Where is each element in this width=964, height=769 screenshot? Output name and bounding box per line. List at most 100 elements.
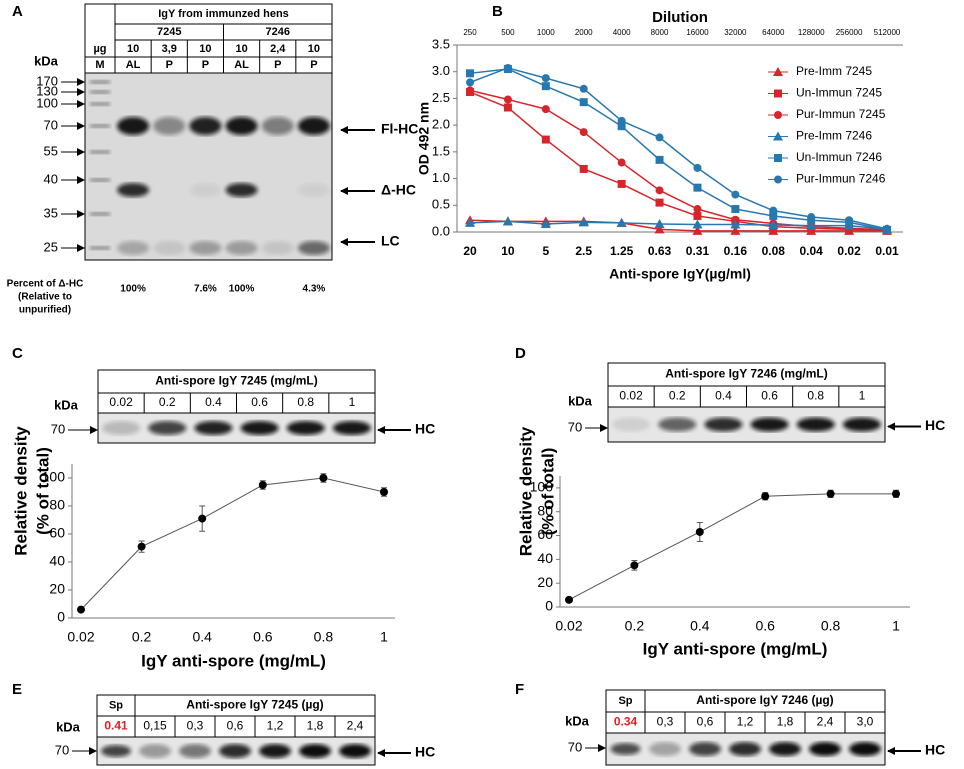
percent-value: 100% xyxy=(120,284,146,295)
amount-label: 2,4 xyxy=(270,43,286,55)
ladder-band xyxy=(90,80,110,84)
point xyxy=(655,133,664,142)
ladder-band xyxy=(90,102,110,106)
blot-band xyxy=(332,421,371,435)
x-tick-label: 0.2 xyxy=(132,629,152,645)
series-line xyxy=(568,493,896,601)
top-tick-label: 500 xyxy=(501,28,515,37)
ladder-band xyxy=(90,246,110,250)
y-axis-label: (% of total) xyxy=(538,448,557,536)
blot-band xyxy=(796,417,835,432)
sp-label: Sp xyxy=(618,695,632,707)
x-tick-label: 0.8 xyxy=(821,618,841,634)
legend-label: Pre-Imm 7245 xyxy=(796,64,872,78)
marker-label: 35 xyxy=(44,205,58,220)
panel-label: A xyxy=(12,3,23,20)
legend-marker xyxy=(774,154,782,162)
blot-band xyxy=(219,744,251,758)
panel-label: D xyxy=(515,345,526,362)
blot-band xyxy=(101,745,131,757)
blot-band xyxy=(729,742,761,756)
lane-label: 1,2 xyxy=(267,719,284,733)
blot-title: Anti-spore IgY 7246 (µg) xyxy=(696,693,833,707)
point xyxy=(731,205,740,214)
legend-label: Un-Immun 7245 xyxy=(796,86,882,100)
blot-band xyxy=(299,744,331,758)
x-tick-label: 0.4 xyxy=(690,618,710,634)
percent-value: 7.6% xyxy=(194,284,217,295)
band-label: Δ-HC xyxy=(381,182,416,198)
point xyxy=(198,514,207,523)
band-label: HC xyxy=(415,421,435,437)
blot-title: Anti-spore IgY 7245 (µg) xyxy=(186,698,323,712)
point xyxy=(730,219,741,229)
point xyxy=(578,217,589,227)
gel-band xyxy=(225,117,258,135)
lane-label: 2,4 xyxy=(817,715,834,729)
y-tick-label: 0 xyxy=(545,598,553,614)
x-tick-label: 0.8 xyxy=(314,629,334,645)
point xyxy=(502,216,513,226)
blot-title: Anti-spore IgY 7246 (mg/mL) xyxy=(665,367,827,381)
x-tick-label: 0.16 xyxy=(724,244,748,258)
type-label: AL xyxy=(234,59,249,71)
type-label: AL xyxy=(126,59,141,71)
unit-label: µg xyxy=(93,43,106,55)
x-tick-label: 20 xyxy=(463,244,477,258)
gel-band xyxy=(189,241,222,255)
point xyxy=(616,217,627,227)
top-tick-label: 2000 xyxy=(575,28,593,37)
gel-band xyxy=(117,241,150,255)
point xyxy=(730,225,741,235)
lane-label: 1,8 xyxy=(307,719,324,733)
point xyxy=(380,488,388,496)
gel-band xyxy=(297,241,330,255)
lane-label: 1,2 xyxy=(737,715,754,729)
kda-label: kDa xyxy=(54,397,79,412)
percent-value: 100% xyxy=(229,284,255,295)
lane-label: 0.2 xyxy=(159,395,176,409)
top-tick-label: 4000 xyxy=(613,28,631,37)
y-tick-label: 0 xyxy=(57,609,65,625)
point xyxy=(731,190,740,199)
marker-label: 55 xyxy=(44,143,58,158)
blot-band xyxy=(339,744,371,758)
marker-lane-label: M xyxy=(95,59,104,71)
amount-label: 10 xyxy=(235,43,247,55)
band-label: HC xyxy=(925,742,945,758)
y-tick-label: 20 xyxy=(49,581,65,597)
marker-label: 70 xyxy=(568,739,582,754)
point xyxy=(503,63,512,72)
y-tick-label: 100 xyxy=(42,469,66,485)
marker-label: 70 xyxy=(568,419,582,434)
point xyxy=(565,595,573,604)
percent-caption: unpurified) xyxy=(19,305,71,316)
point xyxy=(892,489,900,498)
marker-label: 25 xyxy=(44,239,58,254)
x-tick-label: 0.02 xyxy=(837,244,861,258)
series-line xyxy=(469,219,887,232)
percent-caption: (Relative to xyxy=(18,292,72,303)
sp-value: 0.41 xyxy=(104,719,128,733)
x-tick-label: 0.02 xyxy=(555,618,582,634)
gel-band xyxy=(117,117,150,135)
lane-label: 1,8 xyxy=(777,715,794,729)
point xyxy=(769,211,778,220)
gel-band xyxy=(225,183,258,197)
lane-label: 0.02 xyxy=(619,389,643,403)
kda-label: kDa xyxy=(34,53,59,68)
kda-label: kDa xyxy=(56,719,81,734)
point xyxy=(655,198,664,207)
point xyxy=(617,179,626,188)
point xyxy=(503,103,512,112)
legend-marker xyxy=(773,67,783,76)
ladder-band xyxy=(90,212,110,216)
amount-label: 10 xyxy=(127,43,139,55)
y-axis-label: Relative density xyxy=(11,426,30,556)
x-tick-label: 1 xyxy=(380,629,388,645)
ladder-band xyxy=(90,178,110,182)
point xyxy=(465,217,475,227)
blot-band xyxy=(286,421,325,435)
percent-value: 4.3% xyxy=(303,284,326,295)
legend-marker xyxy=(774,175,782,184)
